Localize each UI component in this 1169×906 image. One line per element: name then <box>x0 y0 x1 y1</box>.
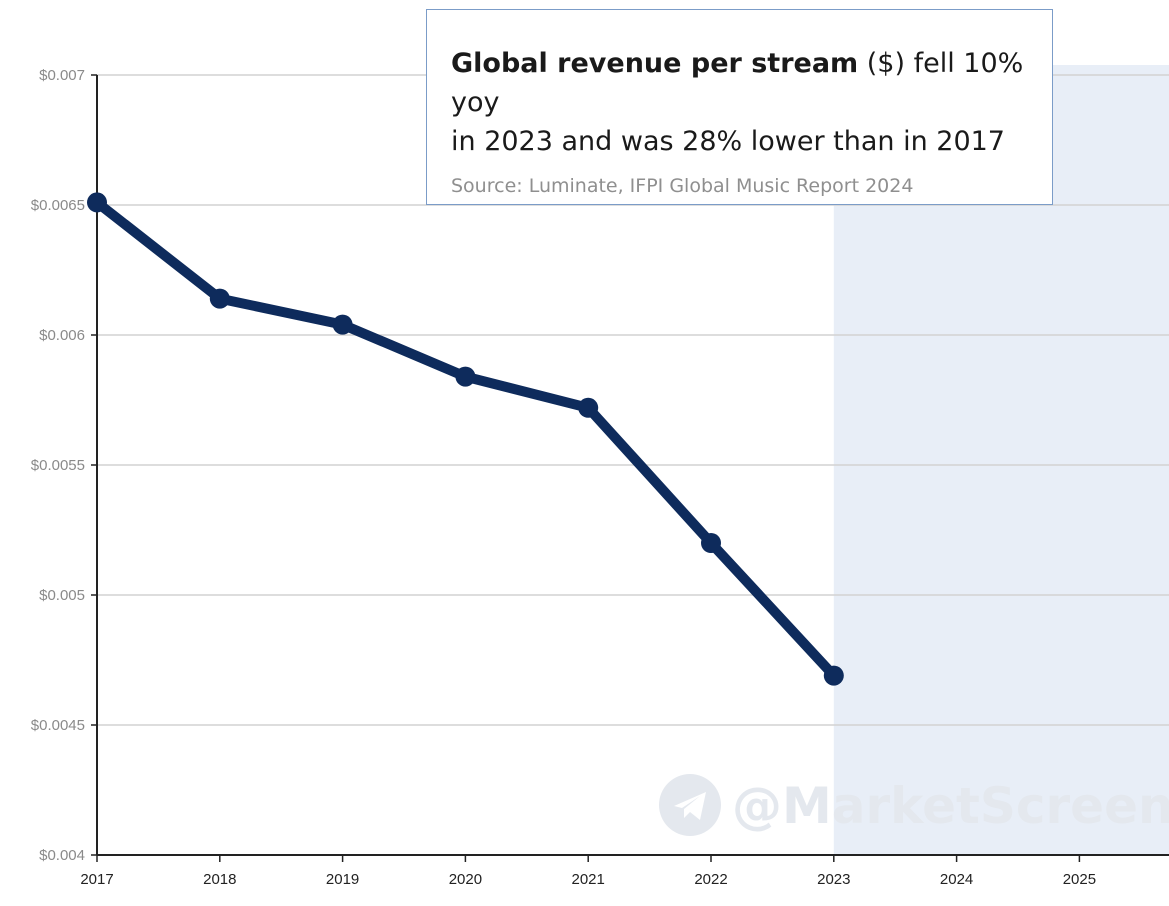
series-line <box>92 197 839 681</box>
y-tick-label: $0.004 <box>39 847 85 864</box>
chart-title-box: Global revenue per stream ($) fell 10% y… <box>426 9 1053 205</box>
x-tick-label: 2023 <box>817 871 850 888</box>
x-tick-label: 2021 <box>572 871 605 888</box>
chart-title-bold: Global revenue per stream <box>451 48 859 79</box>
x-tick-label: 2020 <box>449 871 482 888</box>
x-tick-label: 2024 <box>940 871 973 888</box>
x-tick-label: 2018 <box>203 871 236 888</box>
y-tick-label: $0.006 <box>39 327 85 344</box>
y-tick-label: $0.007 <box>39 67 85 84</box>
y-tick-label: $0.005 <box>39 587 85 604</box>
x-tick-label: 2017 <box>80 871 113 888</box>
y-tick-label: $0.0045 <box>31 717 85 734</box>
chart-title: Global revenue per stream ($) fell 10% y… <box>451 44 1028 161</box>
x-tick-label: 2019 <box>326 871 359 888</box>
data-point <box>701 533 721 553</box>
y-tick-label: $0.0055 <box>31 457 85 474</box>
chart-source: Source: Luminate, IFPI Global Music Repo… <box>451 175 914 197</box>
telegram-plane-icon <box>674 792 706 820</box>
data-point <box>209 288 230 309</box>
x-tick-label: 2025 <box>1063 871 1096 888</box>
x-tick-label: 2022 <box>694 871 727 888</box>
data-point <box>578 397 599 418</box>
data-point <box>87 192 107 213</box>
chart-title-line2: in 2023 and was 28% lower than in 2017 <box>451 126 1005 157</box>
data-point <box>823 665 844 686</box>
watermark-text: @MarketScreen <box>732 777 1169 835</box>
data-point <box>455 366 476 387</box>
data-point <box>332 314 353 335</box>
y-tick-label: $0.0065 <box>31 197 85 214</box>
chart-title-rest: ($) fell 10% yoy <box>451 48 1024 118</box>
